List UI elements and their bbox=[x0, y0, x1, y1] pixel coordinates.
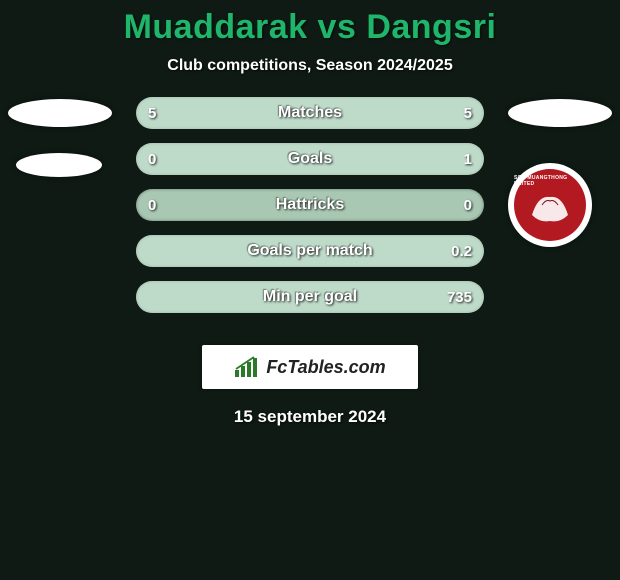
bar-value-right: 0 bbox=[464, 189, 472, 221]
logo-box: FcTables.com bbox=[202, 345, 418, 389]
title-right: Dangsri bbox=[366, 8, 496, 46]
comparison-area: SCG MUANGTHONG UNITED 5 Matches 5 0 bbox=[0, 97, 620, 337]
bar-label: Hattricks bbox=[136, 189, 484, 221]
left-player-badges bbox=[8, 99, 112, 203]
left-badge-ellipse-1 bbox=[8, 99, 112, 127]
bar-label: Min per goal bbox=[136, 281, 484, 313]
title-left: Muaddarak bbox=[124, 8, 308, 46]
bar-row: 0 Goals 1 bbox=[136, 143, 484, 175]
right-badge-ellipse bbox=[508, 99, 612, 127]
crest-text: SCG MUANGTHONG UNITED bbox=[514, 175, 586, 187]
bar-row: 0 Hattricks 0 bbox=[136, 189, 484, 221]
left-badge-ellipse-2 bbox=[16, 153, 102, 177]
date-text: 15 september 2024 bbox=[0, 407, 620, 427]
infographic-root: Muaddarak vs Dangsri Club competitions, … bbox=[0, 0, 620, 580]
subtitle: Club competitions, Season 2024/2025 bbox=[0, 57, 620, 75]
bar-row: Min per goal 735 bbox=[136, 281, 484, 313]
bar-row: 5 Matches 5 bbox=[136, 97, 484, 129]
bar-row: Goals per match 0.2 bbox=[136, 235, 484, 267]
right-player-badges: SCG MUANGTHONG UNITED bbox=[508, 99, 612, 247]
comparison-bars: 5 Matches 5 0 Goals 1 0 Hattricks 0 bbox=[136, 97, 484, 327]
logo-bars-icon bbox=[234, 356, 260, 378]
bar-label: Matches bbox=[136, 97, 484, 129]
bar-value-right: 1 bbox=[464, 143, 472, 175]
title-vs: vs bbox=[308, 8, 367, 46]
page-title: Muaddarak vs Dangsri bbox=[0, 0, 620, 47]
bar-label: Goals per match bbox=[136, 235, 484, 267]
crest-inner: SCG MUANGTHONG UNITED bbox=[514, 169, 586, 241]
logo-text: FcTables.com bbox=[266, 357, 385, 378]
bar-value-right: 735 bbox=[447, 281, 472, 313]
bar-value-right: 0.2 bbox=[451, 235, 472, 267]
bar-value-right: 5 bbox=[464, 97, 472, 129]
bar-label: Goals bbox=[136, 143, 484, 175]
right-club-crest: SCG MUANGTHONG UNITED bbox=[508, 163, 592, 247]
